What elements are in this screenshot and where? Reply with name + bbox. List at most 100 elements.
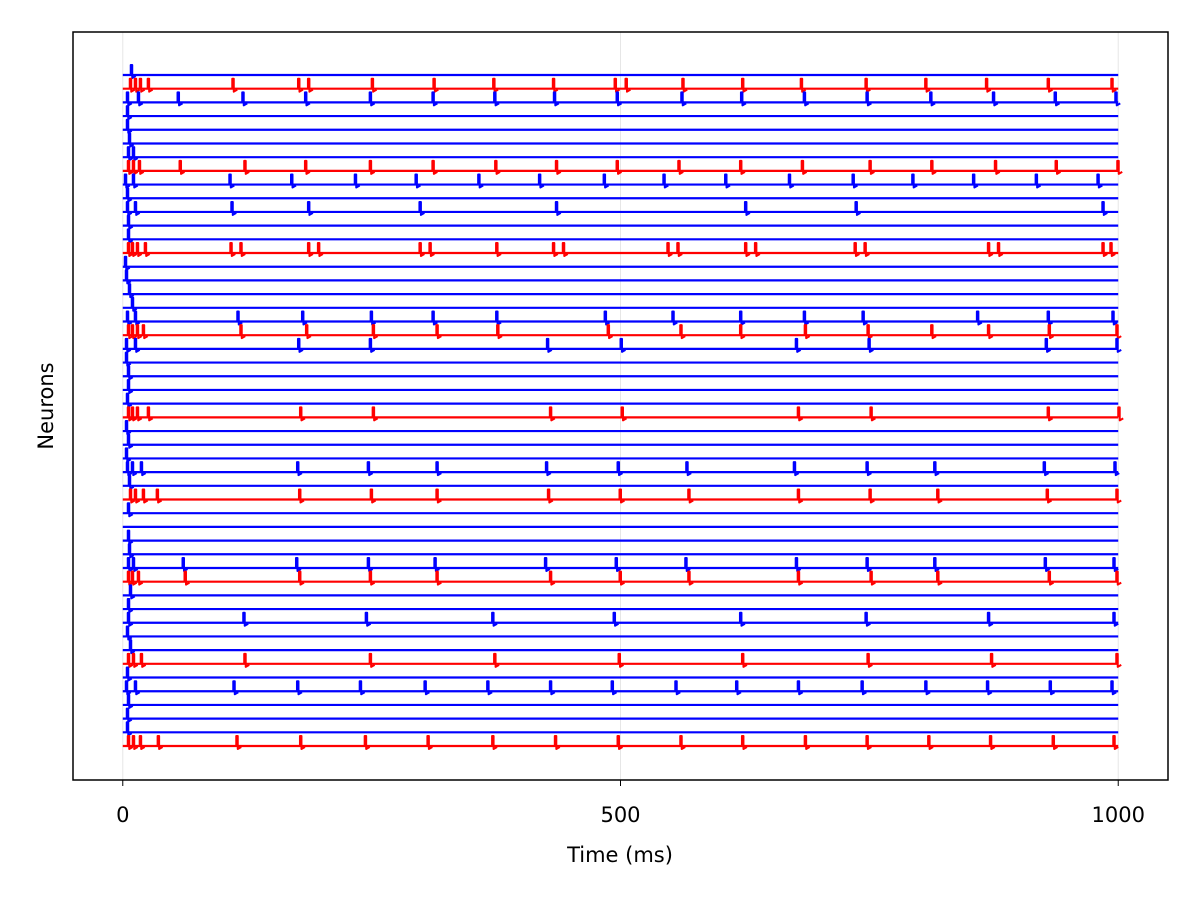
spike xyxy=(863,242,870,258)
spike xyxy=(178,159,186,175)
spike xyxy=(306,77,314,93)
neuron-trace xyxy=(122,214,1119,230)
spike xyxy=(802,91,810,107)
spike xyxy=(739,91,747,107)
spike xyxy=(236,310,243,326)
spike xyxy=(306,200,314,216)
spike xyxy=(1115,570,1122,586)
spike xyxy=(619,337,626,353)
spike xyxy=(432,77,439,93)
spike xyxy=(125,200,133,216)
spike xyxy=(617,652,625,668)
spike xyxy=(1046,406,1054,422)
spike xyxy=(495,242,502,258)
spike xyxy=(181,556,188,572)
neuron-trace xyxy=(122,707,1119,723)
spike xyxy=(993,159,1001,175)
neuron-trace xyxy=(122,474,1119,490)
spike xyxy=(137,159,145,175)
spike xyxy=(125,721,133,737)
neuron-trace xyxy=(122,584,1119,600)
spike xyxy=(125,310,133,326)
spike xyxy=(687,488,694,504)
spike xyxy=(986,324,994,340)
spike xyxy=(800,159,808,175)
spike xyxy=(1045,488,1053,504)
spike xyxy=(1115,337,1122,353)
spike xyxy=(620,406,627,422)
spike xyxy=(296,337,304,353)
spike xyxy=(133,77,141,93)
spike xyxy=(136,570,144,586)
spike xyxy=(316,242,324,258)
spike xyxy=(124,420,132,436)
neuron-trace xyxy=(122,351,1119,367)
spike xyxy=(135,242,143,258)
spike xyxy=(369,310,377,326)
spike xyxy=(985,680,993,696)
spike xyxy=(866,652,873,668)
spike xyxy=(126,365,134,381)
spike xyxy=(494,159,501,175)
spike xyxy=(435,461,442,477)
spike xyxy=(1042,461,1050,477)
spike xyxy=(126,406,134,422)
spike xyxy=(868,488,875,504)
spike xyxy=(679,735,686,750)
spike xyxy=(684,556,691,572)
neuron-trace xyxy=(122,447,1119,463)
neuron-trace xyxy=(122,173,1119,189)
spike xyxy=(131,556,139,572)
spike xyxy=(1110,77,1117,93)
neuron-trace xyxy=(122,652,1122,668)
spike xyxy=(989,652,997,668)
spike xyxy=(792,461,800,477)
spike xyxy=(681,77,688,93)
spike xyxy=(1110,680,1117,696)
spike xyxy=(125,461,133,477)
neuron-trace xyxy=(122,105,1119,121)
spike xyxy=(306,242,314,258)
spike xyxy=(687,570,694,586)
spike xyxy=(126,228,134,244)
spike xyxy=(1114,91,1121,107)
neuron-trace xyxy=(122,735,1119,750)
spike xyxy=(927,735,934,750)
spike xyxy=(125,392,133,408)
spike xyxy=(743,242,751,258)
spike xyxy=(854,200,861,216)
y-axis-label: Neurons xyxy=(34,362,58,449)
spike xyxy=(924,680,931,696)
neuron-trace xyxy=(122,721,1119,737)
spike xyxy=(869,570,876,586)
neuron-trace xyxy=(122,269,1119,285)
spike xyxy=(358,680,366,696)
spike xyxy=(865,735,872,750)
spike xyxy=(738,324,746,340)
neuron-trace xyxy=(122,611,1119,627)
spike xyxy=(143,242,151,258)
spike xyxy=(851,173,858,189)
spike xyxy=(418,242,425,258)
spike xyxy=(545,337,553,353)
x-tick-label: 500 xyxy=(600,803,640,827)
spike xyxy=(1047,570,1055,586)
spike xyxy=(618,488,626,504)
neuron-trace xyxy=(122,283,1119,299)
spike xyxy=(612,611,620,627)
spike xyxy=(124,351,132,367)
neuron-trace xyxy=(122,502,1119,518)
spike xyxy=(371,324,379,340)
spike xyxy=(366,461,374,477)
neuron-trace xyxy=(122,365,1119,381)
spike xyxy=(610,680,618,696)
spike xyxy=(616,735,624,750)
spike xyxy=(130,324,138,340)
spike xyxy=(1053,91,1061,107)
spike xyxy=(933,556,940,572)
spike xyxy=(123,255,131,271)
spike xyxy=(796,680,804,696)
spike xyxy=(431,91,438,107)
spike xyxy=(861,310,868,326)
